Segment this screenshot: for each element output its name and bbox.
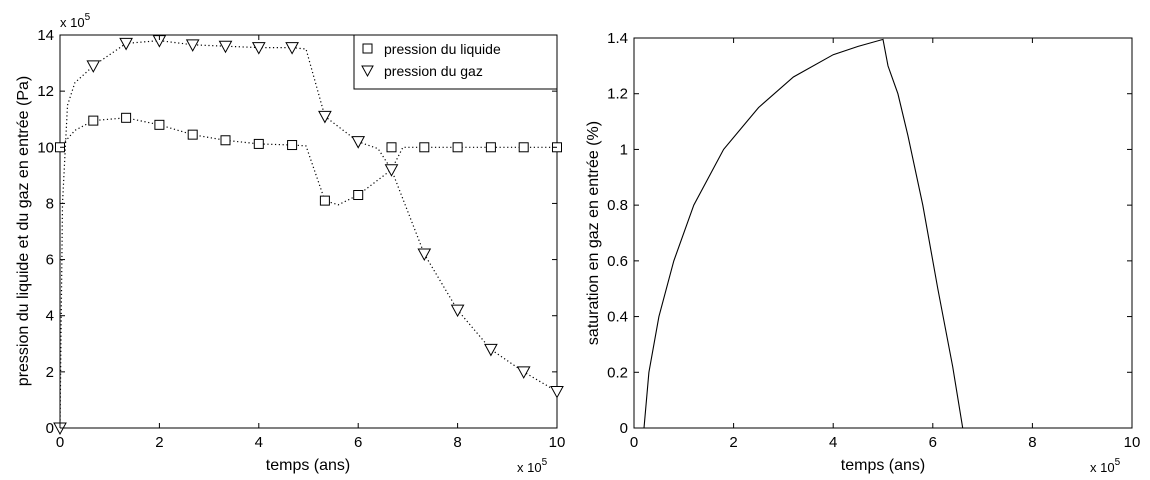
square-marker (121, 112, 132, 123)
square-marker (419, 142, 430, 153)
pressure-chart: 0 2 4 6 8 10 0 2 4 6 8 10 12 14 temps (ans) pression… (15, 12, 565, 475)
square-marker (187, 129, 198, 140)
pressure-markers (53, 35, 564, 436)
saturation-x-multiplier: x 105 (1090, 457, 1121, 475)
legend-label-liquid: pression du liquide (384, 41, 501, 57)
saturation-x-multiplier-base: x 10 (1090, 460, 1115, 475)
square-marker (154, 119, 165, 130)
x-tick-label: 10 (549, 434, 566, 451)
pressure-y-multiplier-exp: 5 (85, 12, 91, 23)
y-tick-label: 0.8 (607, 197, 628, 214)
square-marker (88, 115, 99, 126)
saturation-y-label: saturation en gaz en entrée (%) (585, 121, 602, 345)
pressure-y-multiplier: x 105 (60, 12, 91, 30)
square-marker (319, 195, 330, 206)
y-tick-label: 4 (46, 308, 54, 325)
triangle-marker (417, 248, 432, 262)
square-marker (386, 142, 397, 153)
saturation-x-multiplier-exp: 5 (1115, 457, 1121, 468)
y-tick-label: 10 (37, 139, 54, 156)
pressure-x-multiplier-base: x 10 (517, 460, 542, 475)
triangle-marker (484, 343, 498, 357)
square-marker (220, 135, 231, 146)
x-tick-label: 6 (929, 434, 937, 451)
square-marker (485, 142, 496, 153)
pressure-y-ticks: 0 2 4 6 8 10 12 14 (37, 27, 557, 437)
square-marker (452, 142, 463, 153)
pressure-plot-frame (59, 34, 558, 429)
x-tick-label: 8 (1028, 434, 1036, 451)
y-tick-label: 1.4 (607, 30, 628, 47)
saturation-curves (643, 38, 1132, 429)
y-tick-label: 0 (620, 420, 628, 437)
series-line-0 (59, 117, 557, 206)
pressure-legend: pression du liquide pression du gaz (353, 34, 558, 90)
legend-label-gas: pression du gaz (384, 63, 483, 79)
square-marker (518, 142, 529, 153)
y-tick-label: 2 (46, 364, 54, 381)
triangle-marker (86, 60, 101, 73)
square-marker (287, 140, 298, 151)
triangle-marker (251, 42, 266, 55)
x-tick-label: 0 (630, 434, 638, 451)
triangle-marker (384, 164, 399, 177)
y-tick-label: 0.2 (607, 364, 628, 381)
x-tick-label: 0 (56, 434, 64, 451)
triangle-marker (218, 40, 233, 54)
y-tick-label: 0.6 (607, 253, 628, 270)
triangle-marker (285, 42, 299, 55)
x-tick-label: 2 (155, 434, 163, 451)
pressure-y-label: pression du liquide et du gaz en entrée … (15, 76, 32, 386)
square-marker (253, 138, 264, 149)
saturation-x-ticks: 0 2 4 6 8 10 (630, 38, 1141, 451)
saturation-y-ticks: 0 0.2 0.4 0.6 0.8 1 1.2 1.4 (607, 30, 1132, 437)
y-tick-label: 0 (46, 420, 54, 437)
pressure-x-label: temps (ans) (266, 457, 350, 474)
square-marker (353, 190, 364, 201)
pressure-y-multiplier-base: x 10 (60, 15, 85, 30)
y-tick-label: 6 (46, 252, 54, 269)
saturation-plot-frame (633, 37, 1133, 429)
triangle-marker (351, 136, 366, 149)
pressure-legend-box (353, 34, 558, 90)
pressure-x-multiplier-exp: 5 (542, 457, 548, 468)
y-tick-label: 1 (620, 141, 628, 158)
series-line-0 (643, 38, 1132, 429)
x-tick-label: 4 (829, 434, 837, 451)
x-tick-label: 8 (453, 434, 461, 451)
y-tick-label: 14 (37, 27, 54, 44)
x-tick-label: 6 (354, 434, 362, 451)
triangle-marker (516, 366, 531, 379)
pressure-x-multiplier: x 105 (517, 457, 548, 475)
triangle-marker (185, 39, 200, 52)
x-tick-label: 10 (1124, 434, 1141, 451)
legend-square-icon (362, 43, 373, 54)
y-tick-label: 0.4 (607, 309, 628, 326)
x-tick-label: 4 (255, 434, 263, 451)
triangle-marker (550, 386, 564, 399)
saturation-x-label: temps (ans) (841, 457, 925, 474)
triangle-marker (318, 110, 332, 124)
legend-triangle-icon (361, 65, 374, 78)
triangle-marker (450, 304, 465, 318)
y-tick-label: 1.2 (607, 86, 628, 103)
saturation-chart: 0 2 4 6 8 10 0 0.2 0.4 0.6 0.8 1 1.2 1.4 temps (ans)… (585, 30, 1140, 475)
x-tick-label: 2 (729, 434, 737, 451)
y-tick-label: 8 (46, 195, 54, 212)
y-tick-label: 12 (37, 83, 54, 100)
triangle-marker (119, 37, 133, 51)
pressure-x-ticks: 0 2 4 6 8 10 (56, 35, 566, 451)
